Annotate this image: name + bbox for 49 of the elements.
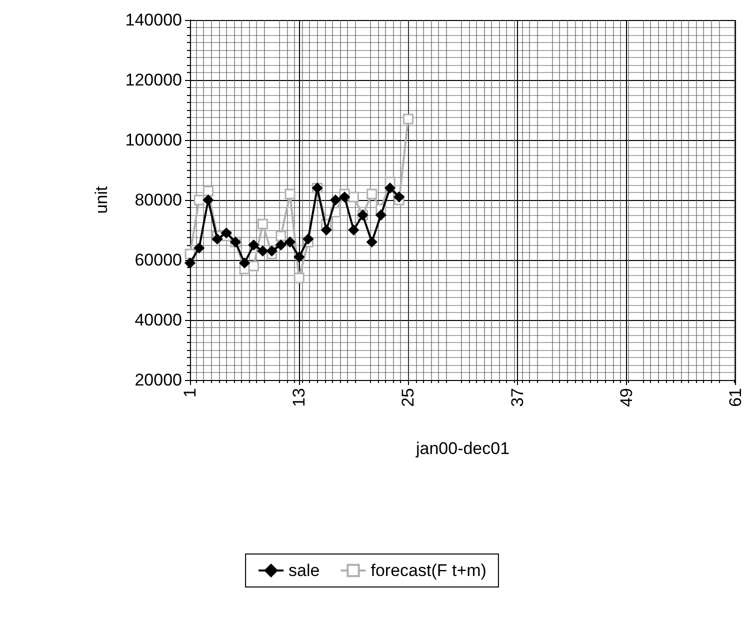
point (394, 192, 404, 202)
point (366, 188, 378, 200)
point (366, 236, 378, 248)
y-tick-label: 80000 (134, 190, 182, 210)
x-tick-label: 49 (616, 388, 636, 407)
y-tick-label: 120000 (125, 70, 182, 90)
point (348, 192, 359, 202)
x-tick-label: 37 (508, 388, 527, 407)
point (384, 182, 396, 194)
point (194, 242, 204, 254)
point (248, 240, 259, 250)
x-tick-label: 1 (180, 388, 200, 398)
point (276, 240, 286, 250)
point (284, 188, 296, 200)
y-tick-label: 60000 (134, 250, 182, 270)
point (257, 246, 268, 256)
point (194, 194, 204, 206)
x-tick-label: 61 (726, 388, 744, 407)
point (339, 192, 350, 202)
point (184, 248, 196, 260)
point (348, 224, 359, 236)
point (402, 114, 414, 124)
y-tick-label: 40000 (134, 310, 182, 330)
x-tick-label: 25 (398, 388, 418, 407)
y-tick-label: 20000 (134, 370, 182, 390)
point (257, 218, 268, 230)
point (276, 230, 286, 242)
point (376, 210, 386, 220)
point (284, 236, 296, 248)
point (184, 258, 196, 268)
y-tick-label: 140000 (125, 10, 182, 30)
point (248, 260, 259, 272)
x-axis-title: jan00-dec01 (414, 439, 510, 458)
legend-label: sale (288, 561, 320, 580)
legend-label: forecast(F t+m) (370, 561, 486, 580)
y-axis-title: unit (92, 186, 111, 214)
point (294, 252, 304, 262)
point (294, 272, 304, 284)
point (221, 228, 232, 238)
point (202, 186, 214, 196)
point (202, 194, 214, 206)
point (321, 224, 332, 236)
point (212, 234, 223, 244)
point (302, 234, 314, 244)
point (239, 258, 250, 268)
y-tick-label: 100000 (125, 130, 182, 150)
point (330, 194, 341, 206)
point (266, 246, 278, 256)
x-tick-label: 13 (290, 388, 309, 407)
